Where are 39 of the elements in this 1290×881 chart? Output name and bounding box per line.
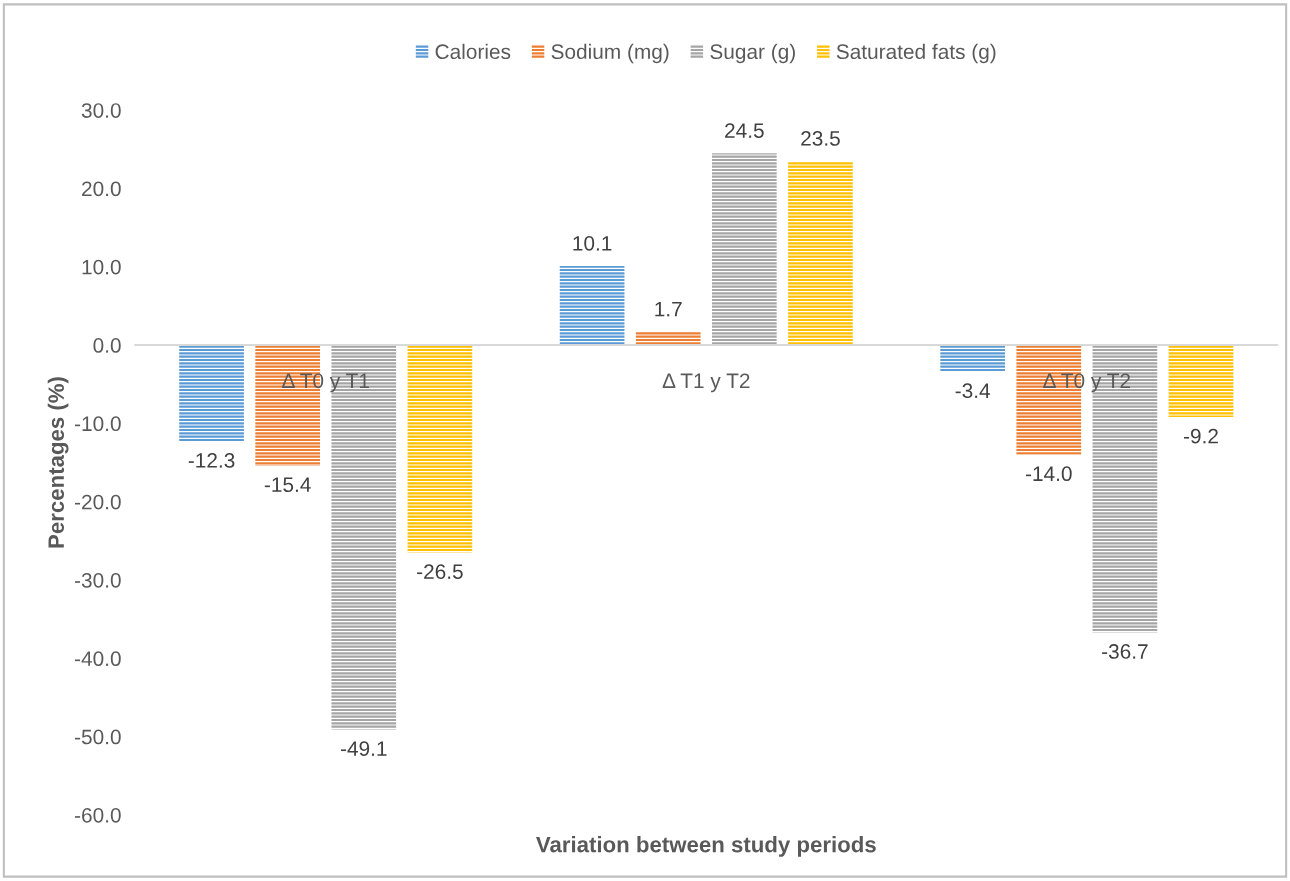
legend-label: Saturated fats (g): [836, 43, 996, 64]
y-tick-label: -10.0: [75, 416, 121, 432]
y-tick-label: -20.0: [75, 494, 121, 510]
bar: [559, 265, 625, 346]
bar: [179, 345, 244, 442]
legend-label: Sodium (mg): [551, 43, 669, 64]
y-tick-label: 20.0: [82, 181, 121, 197]
y-tick-label: -40.0: [75, 651, 121, 667]
data-label: -26.5: [417, 564, 463, 579]
bar: [1168, 345, 1234, 418]
bar: [711, 153, 777, 346]
data-label: -3.4: [955, 383, 990, 399]
data-label: 10.1: [573, 235, 612, 251]
data-label: -12.3: [188, 453, 235, 468]
bar: [635, 331, 701, 346]
bar: [788, 161, 853, 346]
y-tick-label: 10.0: [82, 259, 121, 275]
data-label: -9.2: [1183, 428, 1218, 444]
data-label: -36.7: [1102, 644, 1148, 659]
legend-label: Calories: [435, 43, 511, 60]
y-tick-label: 30.0: [81, 103, 121, 118]
y-tick-label: -50.0: [75, 729, 121, 745]
y-axis-title: Percentages (%): [47, 377, 69, 548]
data-label: 24.5: [725, 123, 764, 138]
legend-label: Sugar (g): [710, 43, 795, 64]
data-label: 23.5: [801, 131, 840, 146]
bar: [1092, 345, 1158, 633]
x-axis-title: Variation between study periods: [536, 836, 876, 857]
y-tick-label: -60.0: [75, 807, 121, 823]
y-tick-label: -30.0: [75, 572, 121, 588]
data-label: 1.7: [655, 301, 682, 317]
bar: [331, 345, 397, 730]
data-label: -14.0: [1025, 466, 1072, 482]
data-label: -15.4: [264, 477, 311, 493]
x-tick-label: Δ T1 y T2: [662, 373, 750, 393]
bar: [407, 345, 473, 553]
bar: [940, 345, 1006, 372]
data-label: -49.1: [340, 741, 387, 756]
y-tick-label: 0.0: [93, 338, 121, 353]
